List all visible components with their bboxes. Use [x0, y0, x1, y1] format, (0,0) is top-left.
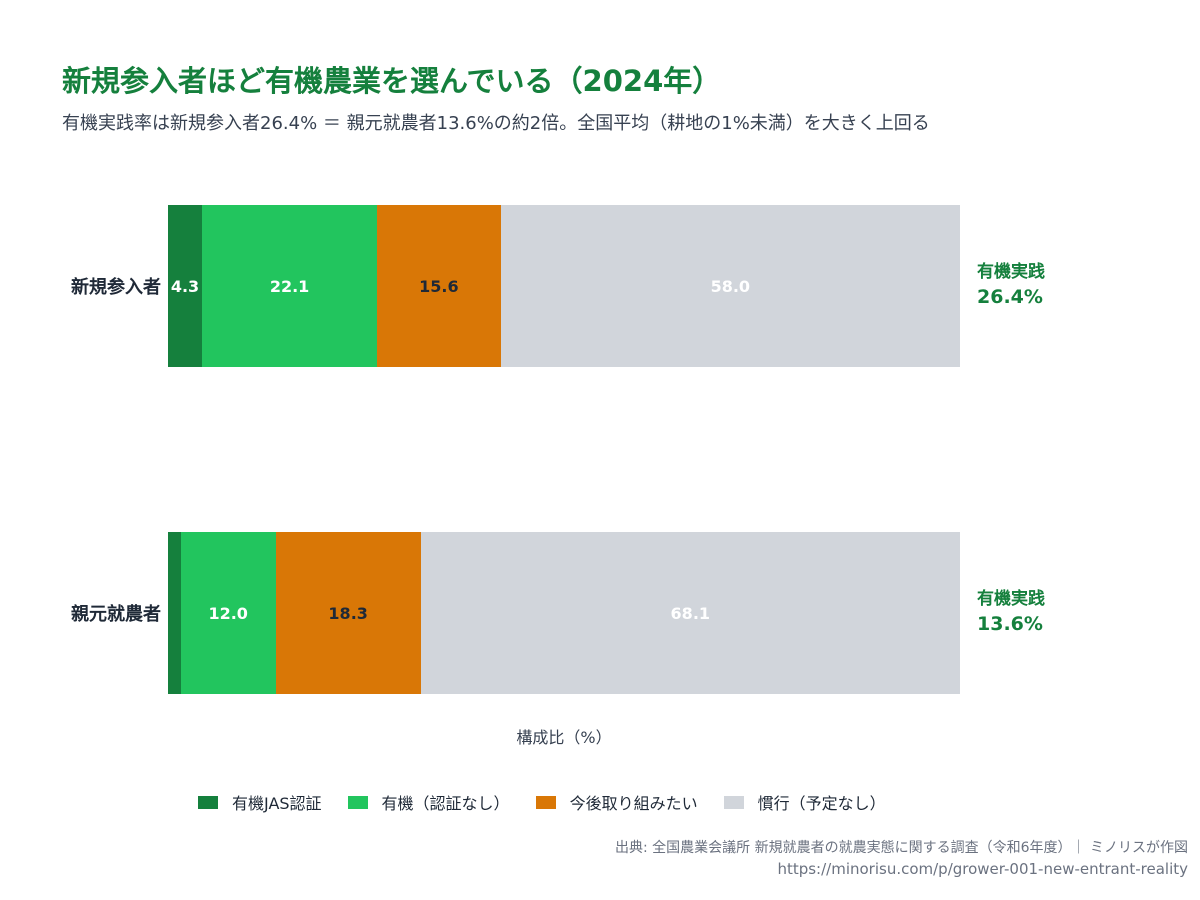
bar-segment — [168, 532, 181, 694]
data-label: 58.0 — [710, 276, 751, 296]
legend-label: 有機JAS認証 — [232, 794, 322, 813]
x-axis-label: 構成比（%） — [516, 728, 612, 747]
data-label: 15.6 — [419, 276, 459, 296]
bar-segment: 15.6 — [377, 205, 501, 367]
legend-item: 有機JAS認証 — [198, 790, 322, 814]
data-label: 22.1 — [269, 276, 310, 296]
bar-segment: 4.3 — [168, 205, 203, 367]
organic-total-annotation: 有機実践 13.6% — [977, 587, 1045, 637]
source-url: https://minorisu.com/p/grower-001-new-en… — [777, 860, 1188, 878]
legend: 有機JAS認証 有機（認証なし） 今後取り組みたい 慣行（予定なし） — [198, 790, 912, 814]
legend-item: 今後取り組みたい — [535, 790, 698, 814]
bar-segment: 22.1 — [202, 205, 378, 367]
bar-segment: 68.1 — [420, 532, 960, 694]
stacked-bar: 12.0 18.3 68.1 — [168, 532, 960, 694]
organic-total-value: 26.4% — [977, 286, 1043, 308]
legend-label: 今後取り組みたい — [569, 794, 698, 813]
data-label: 12.0 — [208, 603, 248, 623]
data-label: 68.1 — [670, 603, 711, 623]
organic-total-label: 有機実践 — [977, 589, 1045, 609]
category-label: 親元就農者 — [71, 604, 161, 625]
data-label: 18.3 — [328, 603, 368, 623]
legend-swatch — [198, 795, 218, 809]
bar-segment: 58.0 — [500, 205, 960, 367]
data-label: 4.3 — [170, 276, 200, 296]
chart-subtitle: 有機実践率は新規参入者26.4% ＝ 親元就農者13.6%の約2倍。全国平均（耕… — [62, 113, 930, 134]
legend-swatch — [347, 795, 368, 809]
organic-total-label: 有機実践 — [977, 262, 1045, 282]
stacked-bar: 4.3 22.1 15.6 58.0 — [168, 205, 960, 367]
organic-total-annotation: 有機実践 26.4% — [977, 260, 1045, 310]
legend-swatch — [723, 795, 744, 809]
chart-title: 新規参入者ほど有機農業を選んでいる（2024年） — [62, 64, 722, 98]
source-note: 出典: 全国農業会議所 新規就農者の就農実態に関する調査（令和6年度）｜ ミノリ… — [615, 840, 1188, 856]
legend-label: 有機（認証なし） — [381, 794, 510, 813]
legend-label: 慣行（予定なし） — [757, 794, 886, 813]
bar-segment: 12.0 — [180, 532, 276, 694]
category-label: 新規参入者 — [71, 277, 161, 298]
organic-total-value: 13.6% — [977, 613, 1043, 635]
legend-swatch — [535, 795, 556, 809]
bar-segment: 18.3 — [275, 532, 421, 694]
legend-item: 慣行（予定なし） — [723, 790, 886, 814]
legend-item: 有機（認証なし） — [347, 790, 510, 814]
